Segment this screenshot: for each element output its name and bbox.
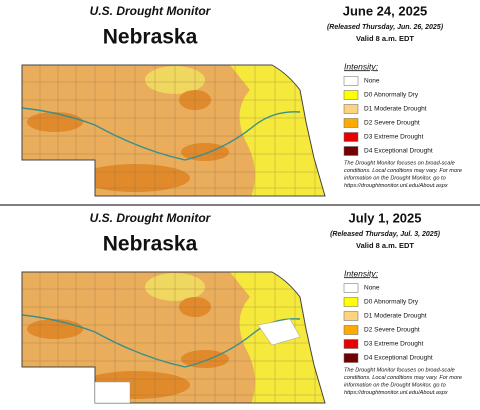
legend-swatch	[343, 311, 359, 321]
footnote: conditions. Local conditions may vary. F…	[344, 168, 462, 174]
legend-swatch	[343, 325, 359, 335]
legend-label: D4 Exceptional Drought	[364, 355, 433, 362]
legend-swatch	[343, 339, 359, 349]
footnote: The Drought Monitor focuses on broad-sca…	[344, 160, 455, 166]
legend-swatch	[343, 76, 359, 86]
legend-swatch	[343, 146, 359, 156]
released: (Released Thursday, Jul. 3, 2025)	[330, 231, 441, 238]
legend-swatch	[343, 353, 359, 363]
legend-swatch	[343, 90, 359, 100]
legend-title: Intensity:	[344, 268, 379, 278]
legend-label: D1 Moderate Drought	[364, 106, 427, 113]
legend-label: D3 Extreme Drought	[364, 134, 423, 141]
released: (Released Thursday, Jun. 26, 2025)	[327, 24, 444, 31]
legend-swatch	[343, 297, 359, 307]
legend-label: D3 Extreme Drought	[364, 341, 423, 348]
title: U.S. Drought Monitor	[90, 211, 212, 225]
footnote: information on the Drought Monitor, go t…	[344, 382, 446, 388]
footnote: https://droughtmonitor.unl.edu/About.asp…	[344, 183, 448, 189]
footnote: The Drought Monitor focuses on broad-sca…	[344, 367, 455, 373]
legend-label: D0 Abnormally Dry	[364, 299, 419, 306]
legend-label: D4 Exceptional Drought	[364, 148, 433, 155]
legend-label: None	[364, 78, 380, 85]
valid-time: Valid 8 a.m. EDT	[356, 241, 414, 250]
footnote: conditions. Local conditions may vary. F…	[344, 375, 462, 381]
state-name: Nebraska	[103, 233, 198, 256]
legend-label: D2 Severe Drought	[364, 327, 420, 334]
legend-swatch	[343, 283, 359, 293]
legend-swatch	[343, 104, 359, 114]
legend-swatch	[343, 132, 359, 142]
date: June 24, 2025	[343, 3, 428, 18]
map	[20, 60, 330, 200]
map-region	[94, 381, 131, 404]
footnote: information on the Drought Monitor, go t…	[344, 175, 446, 181]
panel: U.S. Drought Monitor Nebraska July 1, 2025…	[20, 210, 462, 407]
legend-label: None	[364, 285, 380, 292]
date: July 1, 2025	[349, 210, 422, 225]
legend-label: D1 Moderate Drought	[364, 313, 427, 320]
state-name: Nebraska	[103, 26, 198, 49]
legend-label: D0 Abnormally Dry	[364, 92, 419, 99]
legend-label: D2 Severe Drought	[364, 120, 420, 127]
legend-title: Intensity:	[344, 61, 379, 71]
footnote: https://droughtmonitor.unl.edu/About.asp…	[344, 390, 448, 396]
panel: U.S. Drought Monitor Nebraska June 24, 202…	[20, 3, 462, 200]
title: U.S. Drought Monitor	[90, 4, 212, 18]
valid-time: Valid 8 a.m. EDT	[356, 34, 414, 43]
legend-swatch	[343, 118, 359, 128]
map-region	[257, 318, 301, 346]
